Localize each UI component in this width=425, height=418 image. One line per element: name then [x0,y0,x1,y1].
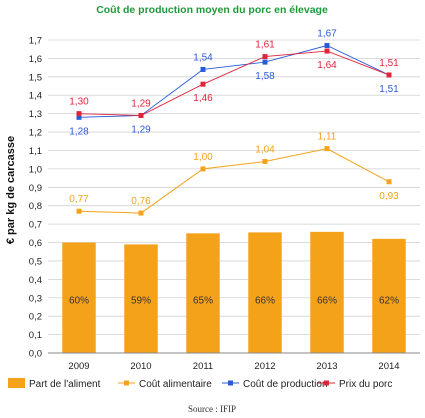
series-line [78,45,390,118]
data-point [324,48,330,54]
series-line [78,148,390,214]
legend-label: Part de l'aliment [29,379,101,390]
y-tick-label: 1,4 [29,91,42,102]
point-data-label: 1,58 [255,71,275,82]
bar-data-label: 59% [131,295,151,306]
bar [62,242,96,353]
point-data-label: 1,29 [131,98,151,109]
data-point [262,54,268,60]
point-data-label: 1,29 [131,124,151,135]
y-tick-label: 0,8 [29,201,42,212]
point-data-label: 1,30 [69,97,89,108]
y-tick-label: 1,5 [29,72,42,83]
series-line [78,50,390,116]
bar [124,244,158,353]
data-point [200,166,206,172]
legend-swatch-marker [124,380,129,386]
gridlines [48,39,420,335]
y-tick-label: 1,0 [29,164,42,175]
legend-swatch-marker [228,380,233,386]
data-point [324,43,330,49]
legend-label: Coût de production [243,379,328,390]
x-axis-ticks: 2009 2010 2011 2012 2013 2014 [68,361,399,372]
point-data-label: 0,77 [69,194,89,205]
point-data-label: 1,28 [69,126,89,137]
y-tick-label: 1,1 [29,146,42,157]
x-tick-label: 2010 [130,361,151,372]
data-point [386,179,392,185]
y-tick-label: 0,9 [29,183,42,194]
y-tick-label: 0,4 [29,275,42,286]
data-point [262,159,268,165]
x-tick-label: 2014 [378,361,399,372]
bar-data-label: 66% [317,295,337,306]
x-tick-label: 2009 [68,361,89,372]
legend: Part de l'aliment Coût alimentaire Coût de… [8,378,392,390]
data-point [76,208,82,214]
y-axis-label: € par kg de carcasse [5,136,17,244]
source-note: Source : IFIP [188,404,236,414]
data-point [138,112,144,118]
point-data-label: 1,61 [255,40,275,51]
chart-title: Coût de production moyen du porc en élev… [96,4,328,16]
legend-label: Coût alimentaire [139,379,212,390]
point-data-label: 1,51 [379,84,399,95]
x-tick-label: 2012 [254,361,275,372]
data-point [200,81,206,87]
data-point [200,66,206,72]
y-tick-label: 0,0 [29,349,42,360]
point-data-label: 1,64 [317,60,337,71]
bar [186,233,220,353]
point-data-label: 1,11 [318,132,337,143]
point-data-label: 1,54 [193,52,213,63]
y-tick-label: 0,6 [29,238,42,249]
bars: 60% 59% 65% 66% 66% 62% [62,231,406,353]
x-tick-label: 2011 [193,361,213,372]
point-data-label: 0,76 [131,196,151,207]
y-tick-label: 0,2 [29,312,42,323]
bar [310,231,344,353]
data-point [262,59,268,65]
legend-swatch-marker [324,380,329,386]
legend-label: Prix du porc [339,379,392,390]
y-axis-ticks: 0,0 0,1 0,2 0,3 0,4 0,5 0,6 0,7 0,8 0,9 1,0 1,1 1,2 1… [29,36,42,360]
y-tick-label: 1,6 [29,54,42,65]
bar-data-label: 66% [255,295,275,306]
data-point [138,210,144,216]
bar-data-label: 60% [69,295,89,306]
bar-data-label: 65% [193,295,213,306]
point-data-label: 1,46 [193,93,213,104]
data-point [76,111,82,117]
y-tick-label: 1,2 [29,128,42,139]
point-data-label: 0,93 [379,191,399,202]
bar-data-label: 62% [379,295,399,306]
y-tick-label: 0,1 [29,330,42,341]
y-tick-label: 0,3 [29,293,42,304]
point-data-label: 1,04 [255,145,275,156]
data-point [76,114,82,120]
point-data-label: 1,67 [317,29,337,40]
y-tick-label: 0,5 [29,256,42,267]
point-data-label: 1,51 [379,58,399,69]
x-tick-label: 2013 [316,361,337,372]
data-point [324,146,330,152]
legend-swatch [8,378,25,388]
y-tick-label: 1,3 [29,109,42,120]
bar [372,238,406,353]
y-tick-label: 0,7 [29,220,42,231]
y-tick-label: 1,7 [29,36,42,47]
data-point [386,72,392,78]
point-data-label: 1,00 [193,152,213,163]
series-lines: 0,77 0,76 1,00 1,04 1,11 0,93 1,28 1,29 1,54 1,58… [69,29,399,216]
bar [248,232,282,353]
